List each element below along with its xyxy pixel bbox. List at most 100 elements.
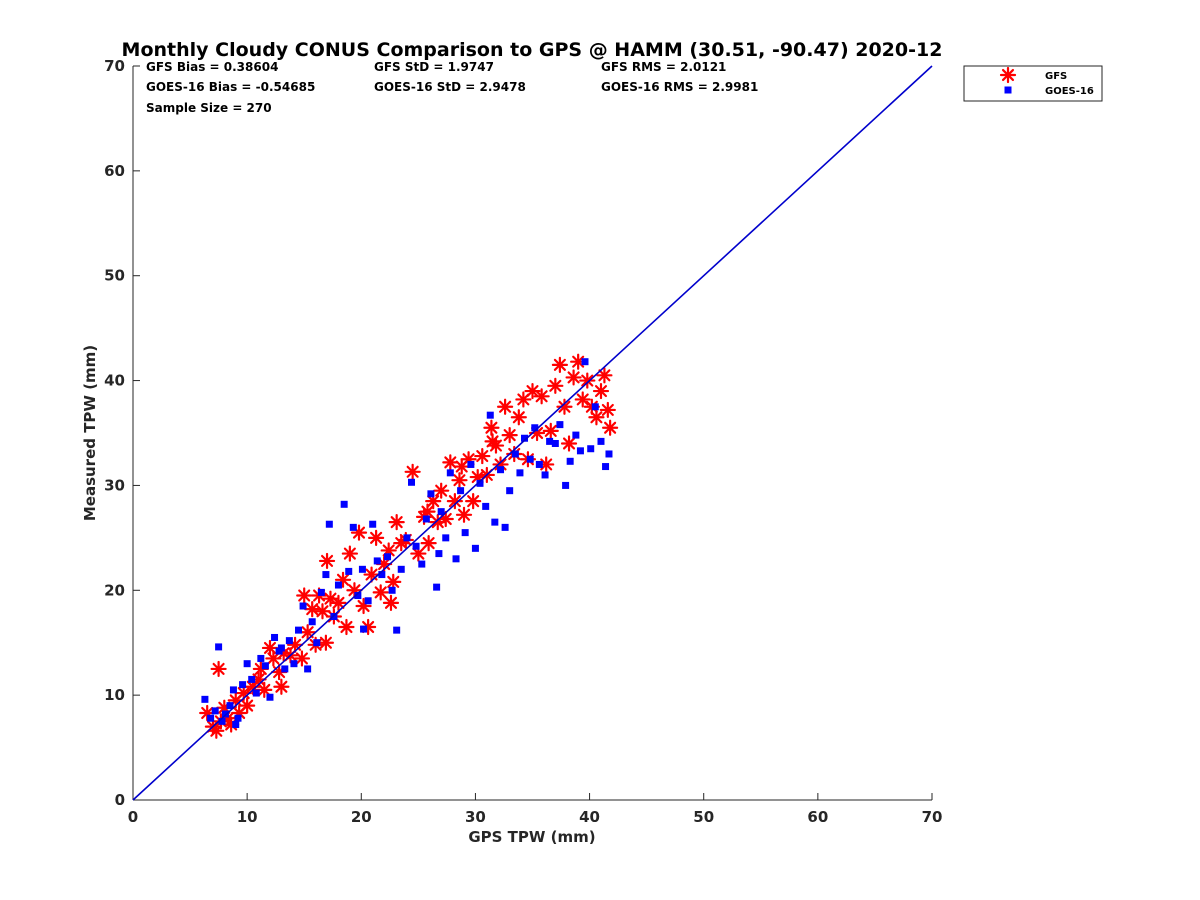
gfs-point [596,367,613,384]
x-axis-label: GPS TPW (mm) [468,828,595,846]
gfs-point [385,573,402,590]
legend-gfs-label: GFS [1045,71,1067,82]
gfs-point [210,660,227,678]
goes16-point [521,434,529,442]
gfs-point [314,603,331,620]
goes16-point [299,602,307,610]
gfs-point [451,472,468,489]
goes16-point [281,665,289,673]
gfs-point [338,618,355,636]
goes16-point [354,592,362,600]
goes16-point [248,675,256,683]
gfs-point [579,372,596,389]
gfs-point [588,409,605,426]
gfs-point [474,447,491,465]
goes16-point [476,479,484,487]
legend-goes-square [1004,86,1012,94]
goes16-point [378,571,386,579]
goes16-point [602,463,610,471]
gfs-point [318,552,336,570]
y-tick-label: 70 [104,57,125,75]
goes16-point [511,450,519,458]
goes16-point [572,431,580,439]
goes16-point [218,717,226,725]
goes16-point [295,626,303,634]
goes16-point [369,520,377,528]
gfs-point [484,433,501,450]
x-tick-label: 60 [807,808,828,826]
goes16-point [418,560,426,568]
goes16-point [229,686,237,694]
gfs-point [419,503,436,520]
y-tick-label: 40 [104,372,125,390]
goes16-point [471,544,479,552]
goes16-point [239,681,247,689]
stat-goes-rms: GOES-16 RMS = 2.9981 [601,80,758,94]
gfs-point [501,426,518,444]
gfs-point [420,534,437,552]
goes16-point [486,411,494,419]
gfs-point [510,409,527,426]
goes16-point [285,637,293,645]
goes16-point [232,721,240,729]
goes16-point [605,450,613,458]
goes16-point [546,437,554,445]
goes16-point [422,515,430,523]
goes16-point [597,437,605,445]
y-tick-label: 0 [115,791,125,809]
one-to-one-line [132,65,933,801]
goes16-point [384,553,392,561]
gfs-point [497,398,514,415]
y-tick-label: 30 [104,476,125,494]
goes16-point [207,714,215,722]
gfs-point [299,624,316,641]
goes16-point [452,555,460,563]
goes16-point [491,518,499,526]
gfs-point [592,382,610,400]
goes16-point [317,588,325,596]
gfs-point [363,566,380,583]
goes16-point [243,660,251,668]
goes16-point [261,662,269,670]
goes16-point [437,508,445,516]
goes16-point [388,586,396,594]
goes16-point [457,487,465,495]
y-axis-label: Measured TPW (mm) [81,345,99,521]
goes16-point [234,714,242,722]
goes16-point [482,502,490,510]
gfs-point [453,458,470,475]
goes16-point [501,523,509,531]
goes16-point [345,567,353,575]
stats-panel: GFS Bias = 0.38604 GFS StD = 1.9747 GFS … [146,60,758,115]
goes16-point [433,583,441,591]
goes16-point [397,565,405,573]
gfs-point [372,584,389,601]
goes16-point [322,571,330,579]
gfs-point [425,493,442,510]
goes16-point [201,695,209,703]
gfs-point [239,697,256,714]
gfs-point [446,493,463,510]
goes16-point [290,660,298,668]
gfs-point [256,681,273,699]
y-tick-label: 10 [104,686,125,704]
goes16-point [266,693,274,701]
x-tick-label: 10 [237,808,258,826]
goes16-point [516,469,524,477]
goes16-point [576,447,584,455]
stat-gfs-bias: GFS Bias = 0.38604 [146,60,278,74]
gfs-point [551,356,568,373]
gfs-point [404,463,421,480]
gfs-point [483,419,500,436]
x-tick-label: 20 [351,808,372,826]
goes16-point [349,523,357,531]
goes16-point [581,358,589,366]
goes16-point [531,424,539,432]
stat-gfs-std: GFS StD = 1.9747 [374,60,494,74]
goes16-point [340,500,348,508]
stat-goes-bias: GOES-16 Bias = -0.54685 [146,80,315,94]
gfs-point [330,594,347,611]
stat-sample-size: Sample Size = 270 [146,101,272,115]
goes16-point [412,542,420,550]
gfs-point [533,388,550,405]
